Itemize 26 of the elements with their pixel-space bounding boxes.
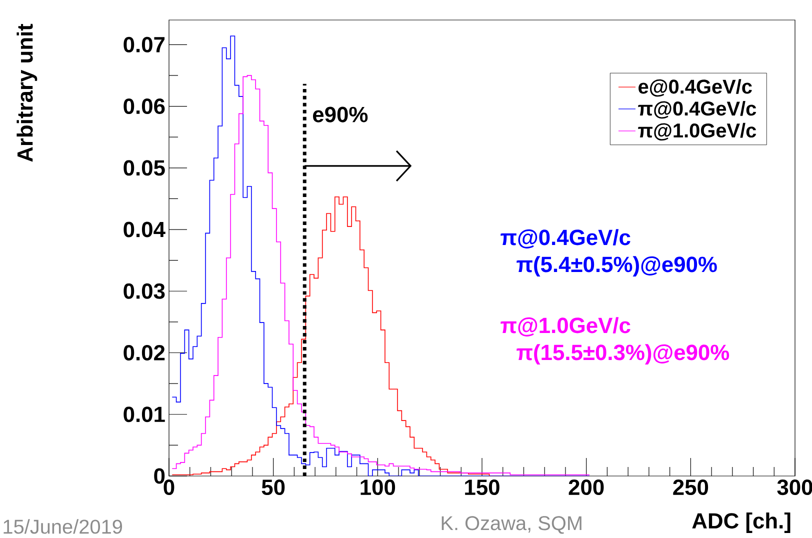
text: 15/June/2019 (4, 519, 122, 534)
x-tick-label: 250 (673, 480, 708, 496)
y-tick-label: 0.01 (124, 406, 165, 422)
legend-label: e@0.4GeV/c (638, 79, 752, 97)
annotation: π@1.0GeV/c (500, 317, 630, 336)
x-tick-label: 150 (465, 480, 500, 496)
annotation: π(5.4±0.5%)@e90% (516, 256, 717, 277)
annotation: π@0.4GeV/c (500, 229, 630, 248)
y-tick-label: 0.04 (124, 222, 166, 238)
text: K. Ozawa, SQM (442, 516, 582, 534)
y-tick-label: 0 (154, 468, 165, 484)
x-tick-label: 200 (568, 480, 604, 496)
x-tick-label: 100 (360, 480, 396, 496)
x-tick-label: 50 (262, 480, 285, 496)
annotation: π(15.5±0.3%)@e90% (516, 344, 730, 365)
legend-label: π@1.0GeV/c (638, 122, 756, 141)
legend-label: π@0.4GeV/c (638, 101, 756, 119)
x-tick-label: 300 (777, 480, 812, 496)
y-tick-label: 0.07 (124, 36, 165, 52)
x-axis-title: ADC [ch.] (692, 512, 790, 533)
y-tick-label: 0.03 (124, 283, 165, 299)
y-tick-label: 0.06 (124, 98, 165, 114)
ref-line-label: e90% (313, 106, 368, 122)
y-tick-label: 0.02 (124, 344, 165, 361)
y-tick-label: 0.05 (124, 160, 165, 176)
y-axis-title: Arbitrary unit (16, 24, 38, 162)
